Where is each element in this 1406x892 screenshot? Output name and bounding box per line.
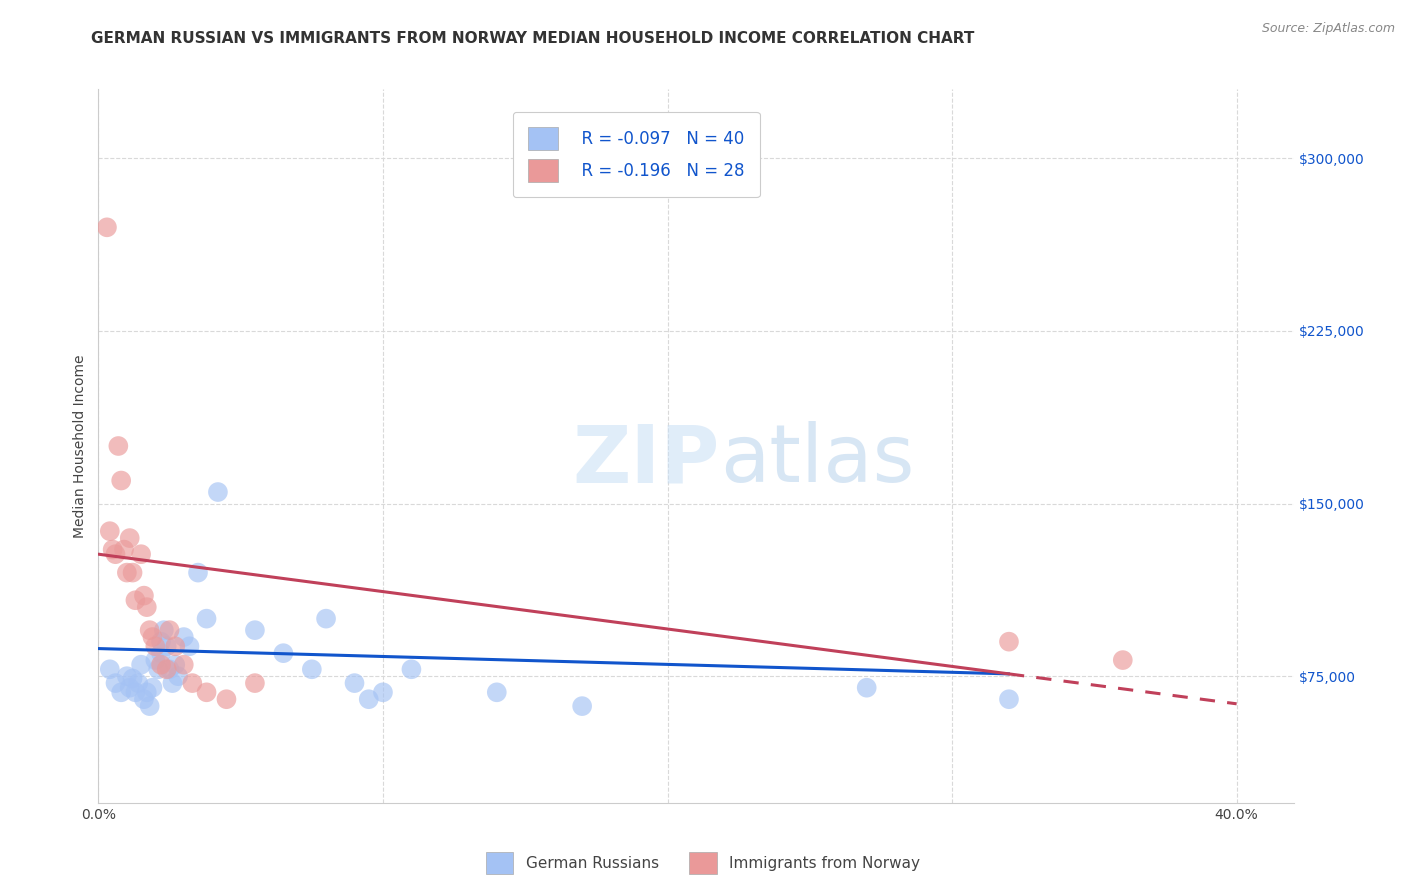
Point [357,692,380,706]
Point [165,640,187,654]
Point [107,439,129,453]
Point [118,531,141,545]
Point [173,657,195,672]
Point [571,699,593,714]
Y-axis label: Median Household Income: Median Household Income [73,354,87,538]
Text: Source: ZipAtlas.com: Source: ZipAtlas.com [1261,22,1395,36]
Point [138,623,160,637]
Point [150,657,173,672]
Point [141,681,163,695]
Point [127,676,149,690]
Point [371,685,394,699]
Point [132,589,155,603]
Legend: German Russians, Immigrants from Norway: German Russians, Immigrants from Norway [479,846,927,880]
Point [273,646,295,660]
Point [96,220,118,235]
Point [156,640,179,654]
Point [104,676,127,690]
Point [165,657,187,672]
Point [153,623,176,637]
Point [162,676,184,690]
Point [115,669,138,683]
Text: GERMAN RUSSIAN VS IMMIGRANTS FROM NORWAY MEDIAN HOUSEHOLD INCOME CORRELATION CHA: GERMAN RUSSIAN VS IMMIGRANTS FROM NORWAY… [91,31,974,46]
Point [135,685,157,699]
Text: ZIP: ZIP [572,421,720,500]
Point [110,474,132,488]
Point [485,685,508,699]
Point [159,623,181,637]
Point [167,669,190,683]
Point [159,662,181,676]
Point [112,542,135,557]
Point [132,692,155,706]
Point [150,634,173,648]
Point [98,524,121,538]
Point [315,612,337,626]
Point [143,640,166,654]
Point [301,662,323,676]
Point [156,662,179,676]
Point [207,485,229,500]
Point [104,547,127,561]
Point [215,692,238,706]
Text: atlas: atlas [720,421,914,500]
Point [121,672,143,686]
Point [195,612,218,626]
Point [110,685,132,699]
Point [1112,653,1135,667]
Point [243,623,266,637]
Point [150,646,173,660]
Point [129,657,152,672]
Point [143,653,166,667]
Point [135,600,157,615]
Point [138,699,160,714]
Point [998,634,1021,648]
Point [148,662,170,676]
Point [243,676,266,690]
Point [187,566,209,580]
Point [173,630,195,644]
Point [195,685,218,699]
Point [141,630,163,644]
Point [401,662,423,676]
Point [181,676,204,690]
Point [179,640,201,654]
Point [98,662,121,676]
Point [129,547,152,561]
Point [101,542,124,557]
Point [343,676,366,690]
Point [855,681,877,695]
Point [121,566,143,580]
Point [998,692,1021,706]
Point [124,593,146,607]
Point [115,566,138,580]
Legend:   R = -0.097   N = 40,   R = -0.196   N = 28: R = -0.097 N = 40, R = -0.196 N = 28 [513,112,759,197]
Point [124,685,146,699]
Point [118,681,141,695]
